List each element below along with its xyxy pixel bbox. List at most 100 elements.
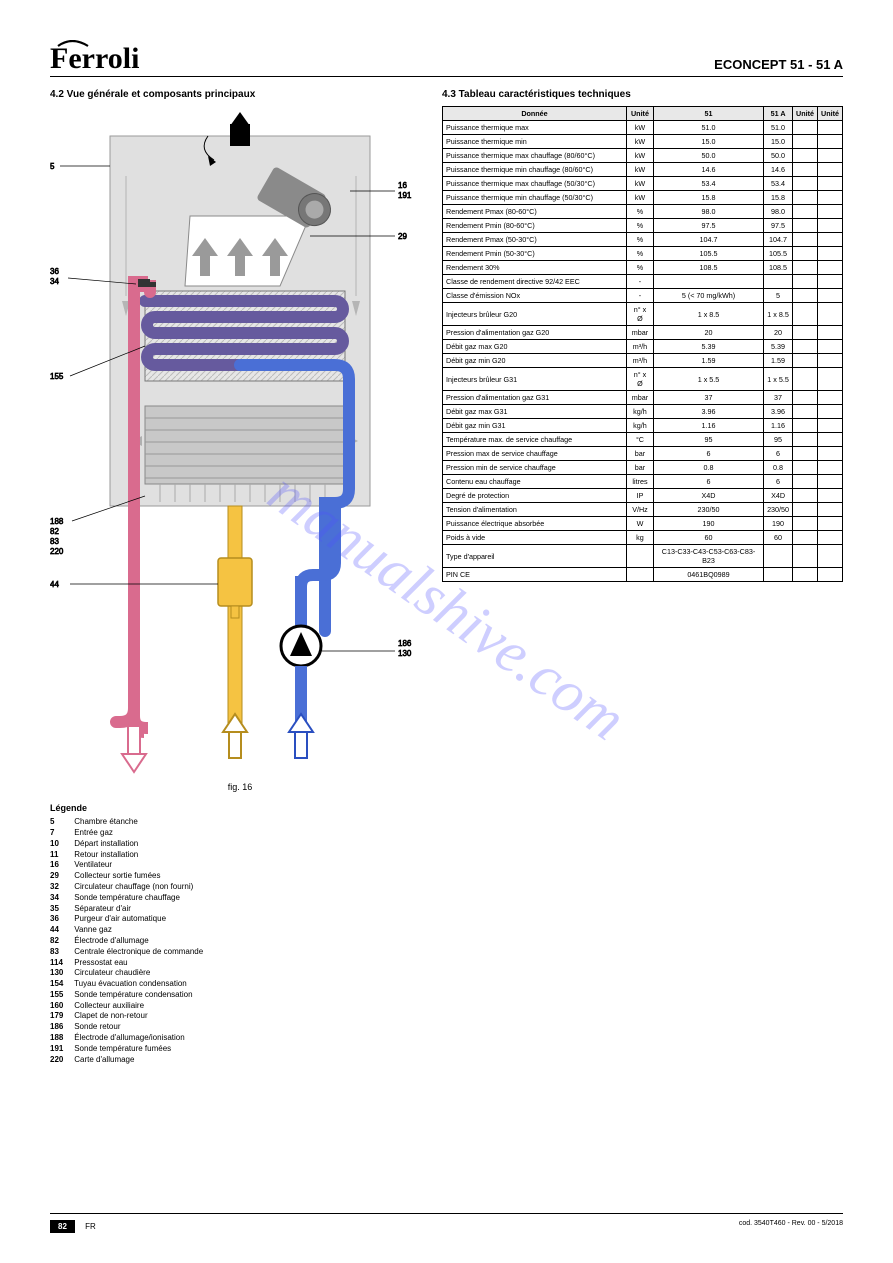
table-cell: 5 <box>764 289 793 303</box>
table-cell: 0.8 <box>653 461 763 475</box>
table-cell: 51.0 <box>653 121 763 135</box>
table-cell: kW <box>627 135 654 149</box>
table-row: Rendement Pmin (50-30°C)%105.5105.5 <box>443 247 843 261</box>
table-header-cell: Donnée <box>443 107 627 121</box>
table-cell <box>793 433 818 447</box>
boiler-schematic-diagram: 5 36 34 155 188 82 83 220 44 16 191 29 1… <box>50 106 420 776</box>
table-cell <box>818 419 843 433</box>
table-cell: 1.16 <box>653 419 763 433</box>
svg-text:5: 5 <box>50 162 55 171</box>
table-header-cell: Unité <box>627 107 654 121</box>
table-row: Degré de protectionIPX4DX4D <box>443 489 843 503</box>
table-cell <box>818 121 843 135</box>
table-cell: n° x Ø <box>627 368 654 391</box>
table-cell: Débit gaz max G31 <box>443 405 627 419</box>
table-cell: V/Hz <box>627 503 654 517</box>
table-cell: Puissance thermique min <box>443 135 627 149</box>
table-cell <box>793 233 818 247</box>
table-cell: Contenu eau chauffage <box>443 475 627 489</box>
table-cell <box>818 405 843 419</box>
legend-item: 220 Carte d'allumage <box>50 1055 430 1066</box>
table-cell: kg/h <box>627 419 654 433</box>
table-cell: 104.7 <box>764 233 793 247</box>
svg-text:34: 34 <box>50 277 59 286</box>
table-cell: litres <box>627 475 654 489</box>
table-cell <box>818 545 843 568</box>
legend-item: 10 Départ installation <box>50 839 430 850</box>
table-cell <box>764 545 793 568</box>
table-cell: Pression max de service chauffage <box>443 447 627 461</box>
svg-text:29: 29 <box>398 232 407 241</box>
page-number: 82 <box>50 1220 75 1233</box>
svg-text:220: 220 <box>50 547 64 556</box>
table-cell: m³/h <box>627 340 654 354</box>
legend-item: 82 Électrode d'allumage <box>50 936 430 947</box>
table-cell: n° x Ø <box>627 303 654 326</box>
table-cell <box>818 135 843 149</box>
table-cell: kW <box>627 177 654 191</box>
table-row: Classe de rendement directive 92/42 EEC- <box>443 275 843 289</box>
table-cell: Pression d'alimentation gaz G20 <box>443 326 627 340</box>
table-row: Puissance thermique max chauffage (80/60… <box>443 149 843 163</box>
table-cell <box>793 531 818 545</box>
table-cell <box>793 419 818 433</box>
table-cell: °C <box>627 433 654 447</box>
table-cell: % <box>627 233 654 247</box>
table-cell: kg <box>627 531 654 545</box>
table-cell <box>764 275 793 289</box>
table-cell: W <box>627 517 654 531</box>
technical-data-table: DonnéeUnité5151 AUnitéUnité Puissance th… <box>442 106 843 582</box>
legend-item: 83 Centrale électronique de commande <box>50 947 430 958</box>
table-cell: Débit gaz max G20 <box>443 340 627 354</box>
legend-item: 36 Purgeur d'air automatique <box>50 914 430 925</box>
table-cell: Puissance électrique absorbée <box>443 517 627 531</box>
legend-item: 130 Circulateur chaudière <box>50 968 430 979</box>
document-code: cod. 3540T460 - Rev. 00 - 5/2018 <box>739 1220 843 1227</box>
table-cell: Rendement Pmax (80-60°C) <box>443 205 627 219</box>
table-row: Pression min de service chauffagebar0.80… <box>443 461 843 475</box>
table-cell <box>818 447 843 461</box>
table-row: Classe d'émission NOx-5 (< 70 mg/kWh)5 <box>443 289 843 303</box>
table-cell: Puissance thermique min chauffage (80/60… <box>443 163 627 177</box>
table-cell <box>793 247 818 261</box>
table-cell: 230/50 <box>653 503 763 517</box>
table-cell: 105.5 <box>653 247 763 261</box>
table-cell: 37 <box>764 391 793 405</box>
table-cell <box>793 205 818 219</box>
table-cell <box>793 340 818 354</box>
table-cell <box>653 275 763 289</box>
table-row: Rendement 30%%108.5108.5 <box>443 261 843 275</box>
legend-item: 16 Ventilateur <box>50 860 430 871</box>
table-cell <box>818 391 843 405</box>
table-row: Puissance thermique maxkW51.051.0 <box>443 121 843 135</box>
table-cell: 1 x 8.5 <box>653 303 763 326</box>
legend-item: 179 Clapet de non-retour <box>50 1011 430 1022</box>
table-cell <box>818 233 843 247</box>
legend-item: 155 Sonde température condensation <box>50 990 430 1001</box>
table-cell <box>818 475 843 489</box>
table-cell <box>793 368 818 391</box>
table-cell: PIN CE <box>443 568 627 582</box>
table-row: Puissance thermique min chauffage (80/60… <box>443 163 843 177</box>
svg-text:16: 16 <box>398 181 407 190</box>
table-cell: 98.0 <box>764 205 793 219</box>
table-row: Poids à videkg6060 <box>443 531 843 545</box>
table-cell: Degré de protection <box>443 489 627 503</box>
table-cell: Puissance thermique max chauffage (80/60… <box>443 149 627 163</box>
table-cell <box>818 461 843 475</box>
table-cell: Classe de rendement directive 92/42 EEC <box>443 275 627 289</box>
table-cell: % <box>627 261 654 275</box>
table-cell <box>818 205 843 219</box>
table-cell <box>793 275 818 289</box>
table-cell <box>818 163 843 177</box>
table-cell: 50.0 <box>653 149 763 163</box>
table-cell: 104.7 <box>653 233 763 247</box>
table-cell <box>818 261 843 275</box>
table-row: Débit gaz min G20m³/h1.591.59 <box>443 354 843 368</box>
legend-item: 35 Séparateur d'air <box>50 904 430 915</box>
legend-item: 44 Vanne gaz <box>50 925 430 936</box>
legend-item: 29 Collecteur sortie fumées <box>50 871 430 882</box>
table-cell <box>793 354 818 368</box>
table-cell <box>818 275 843 289</box>
section-table-title: 4.3 Tableau caractéristiques techniques <box>442 89 843 100</box>
